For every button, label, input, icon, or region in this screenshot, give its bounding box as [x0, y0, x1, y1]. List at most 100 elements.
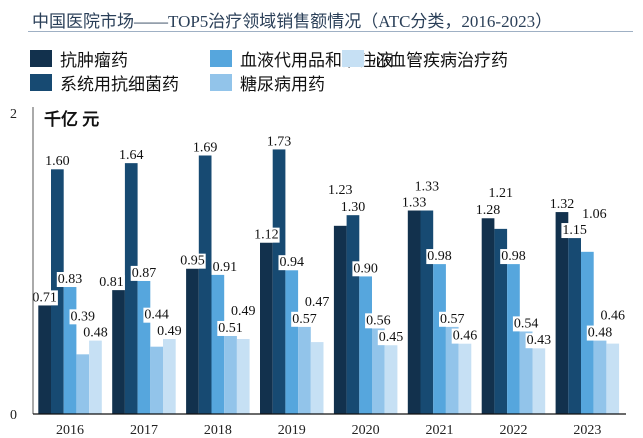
data-label: 0.81 [99, 275, 124, 290]
data-label-background [179, 253, 206, 269]
data-label: 0.98 [501, 249, 526, 264]
bar [372, 328, 385, 414]
data-label: 0.83 [58, 272, 83, 287]
legend-label: 抗肿瘤药 [60, 51, 128, 70]
data-label-background [581, 206, 608, 222]
data-label-background [82, 325, 109, 341]
data-label: 1.12 [254, 228, 279, 243]
bar [186, 268, 199, 414]
data-label: 0.95 [180, 254, 205, 269]
data-label: 0.49 [231, 304, 256, 319]
data-label-background [143, 307, 170, 323]
data-label: 0.44 [144, 308, 169, 323]
data-label-background [69, 309, 96, 325]
data-label-background [278, 255, 305, 271]
legend-swatch [210, 50, 232, 67]
data-label: 0.48 [588, 326, 613, 341]
data-label-background [265, 134, 293, 150]
data-label-background [56, 272, 84, 288]
bar [89, 340, 102, 414]
bar [198, 155, 212, 414]
data-label-background [413, 179, 441, 195]
legend-swatch [210, 74, 232, 91]
data-label: 0.46 [601, 309, 626, 324]
bar [150, 346, 163, 414]
data-label: 0.48 [83, 326, 108, 341]
legend-label: 系统用抗细菌药 [60, 75, 179, 94]
data-label-background [211, 259, 239, 275]
data-label: 1.30 [341, 200, 366, 215]
bar [359, 276, 372, 414]
legend-label: 糖尿病用药 [240, 75, 325, 94]
data-label-background [525, 333, 553, 349]
data-label: 0.56 [366, 313, 391, 328]
data-label: 0.49 [157, 324, 182, 339]
data-label: 0.94 [280, 255, 305, 270]
data-label-background [98, 275, 125, 291]
bar [420, 210, 434, 414]
chart-title: 中国医院市场——TOP5治疗领域销售额情况（ATC分类，2016-2023） [32, 12, 553, 31]
data-label: 0.43 [527, 333, 552, 348]
bar [163, 339, 176, 414]
legend-item-cardio: 心血管疾病治疗药 [342, 46, 508, 71]
x-tick-label: 2022 [499, 423, 527, 438]
data-label: 1.33 [402, 196, 427, 211]
bar [124, 163, 138, 414]
bar [384, 345, 398, 414]
bar [236, 339, 250, 414]
bar [211, 274, 225, 414]
data-label-background [377, 330, 405, 346]
bar [333, 225, 347, 414]
bar [445, 326, 459, 414]
data-label-background [439, 311, 466, 327]
legend-item-antibacterial: 系统用抗细菌药 [30, 70, 179, 95]
data-label: 0.98 [427, 249, 452, 264]
data-label-background [191, 140, 219, 156]
data-label-background [156, 324, 183, 340]
data-label: 0.71 [32, 290, 57, 305]
data-label-background [327, 182, 354, 198]
data-label: 1.28 [476, 203, 501, 218]
legend-swatch [30, 50, 52, 67]
data-label-background [31, 290, 58, 306]
bar [458, 343, 472, 414]
data-label: 0.57 [440, 312, 465, 327]
data-label: 1.60 [45, 154, 70, 169]
data-label-background [586, 325, 614, 341]
bar [76, 354, 90, 414]
bar [507, 264, 520, 414]
title-divider [28, 31, 633, 32]
data-label-background [291, 311, 318, 327]
bar [137, 280, 151, 414]
data-label-background [561, 223, 588, 239]
data-label: 0.57 [292, 312, 317, 327]
bar [407, 210, 421, 414]
data-label: 0.47 [305, 295, 330, 310]
bar [606, 343, 620, 414]
legend-swatch [342, 50, 364, 67]
data-label-background [599, 308, 626, 324]
bar [298, 326, 311, 414]
x-tick-label: 2020 [352, 423, 380, 438]
data-label: 0.90 [353, 261, 378, 276]
data-label-background [253, 227, 280, 243]
x-tick-label: 2021 [426, 423, 454, 438]
x-tick-label: 2023 [573, 423, 601, 438]
data-label: 0.51 [218, 321, 243, 336]
bar [224, 335, 237, 414]
data-label: 0.39 [71, 309, 96, 324]
data-label-background [548, 197, 576, 213]
data-label: 1.21 [489, 186, 514, 201]
data-label-background [451, 328, 479, 344]
data-label-background [303, 295, 331, 311]
data-label: 1.64 [119, 148, 144, 163]
legend-label: 心血管疾病治疗药 [372, 51, 508, 70]
data-label: 0.91 [213, 260, 238, 275]
data-label-background [426, 249, 453, 265]
y-tick-label: 2 [10, 107, 17, 122]
data-label-background [500, 249, 527, 265]
data-label-background [474, 203, 502, 219]
data-label: 1.23 [328, 183, 353, 198]
y-axis-unit: 千亿 元 [44, 109, 99, 129]
